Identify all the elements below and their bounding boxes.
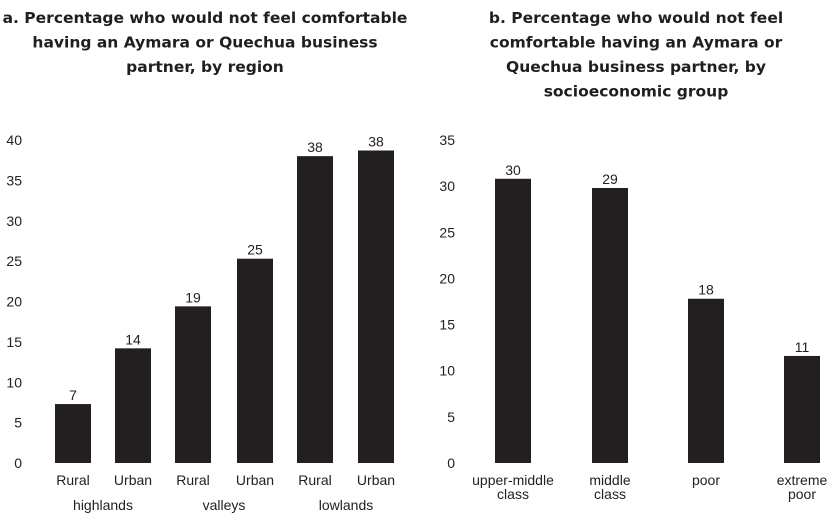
x-group-label: highlands	[73, 497, 133, 513]
chart-title-line: having an Aymara or Quechua business	[32, 34, 377, 52]
y-tick-label: 5	[447, 409, 455, 425]
x-category-label: class	[594, 486, 626, 502]
bar	[358, 150, 394, 463]
bar	[175, 306, 211, 463]
y-tick-label: 20	[6, 294, 22, 310]
y-tick-label: 15	[439, 317, 455, 333]
x-category-label: Urban	[357, 472, 395, 488]
y-tick-label: 25	[439, 224, 455, 240]
data-label: 18	[698, 282, 714, 298]
y-tick-label: 20	[439, 270, 455, 286]
y-tick-label: 5	[14, 415, 22, 431]
data-label: 14	[125, 331, 141, 347]
bar	[688, 298, 724, 463]
data-label: 38	[368, 133, 384, 149]
data-label: 29	[602, 171, 618, 187]
y-tick-label: 0	[14, 455, 22, 471]
data-label: 19	[185, 289, 201, 305]
data-label: 30	[505, 162, 521, 178]
x-category-label: extreme	[777, 472, 828, 488]
panel-a: a. Percentage who would not feel comfort…	[3, 9, 408, 513]
x-category-label: Rural	[298, 472, 331, 488]
x-group-label: valleys	[203, 497, 246, 513]
x-category-label: poor	[788, 486, 816, 502]
x-group-label: lowlands	[319, 497, 373, 513]
y-tick-label: 30	[439, 178, 455, 194]
y-tick-label: 10	[439, 363, 455, 379]
bar	[495, 178, 531, 463]
x-category-label: Urban	[114, 472, 152, 488]
data-label: 7	[69, 387, 77, 403]
chart-title-line: comfortable having an Aymara or	[490, 34, 783, 52]
y-tick-label: 10	[6, 374, 22, 390]
bar	[55, 404, 91, 463]
x-category-label: poor	[692, 472, 720, 488]
chart-title-line: Quechua business partner, by	[506, 58, 766, 76]
bar	[592, 187, 628, 463]
bar	[115, 348, 151, 463]
x-category-label: Urban	[236, 472, 274, 488]
x-category-label: class	[497, 486, 529, 502]
y-tick-label: 35	[439, 132, 455, 148]
data-label: 11	[795, 339, 810, 355]
chart-title-line: partner, by region	[126, 58, 284, 76]
data-label: 38	[307, 139, 323, 155]
chart-title-line: socioeconomic group	[544, 83, 729, 101]
y-tick-label: 15	[6, 334, 22, 350]
bar	[784, 355, 820, 463]
x-category-label: upper-middle	[472, 472, 554, 488]
chart-title-line: a. Percentage who would not feel comfort…	[3, 9, 408, 27]
y-tick-label: 35	[6, 172, 22, 188]
x-category-label: middle	[589, 472, 630, 488]
data-label: 25	[247, 242, 263, 258]
bar	[237, 258, 273, 463]
y-tick-label: 25	[6, 253, 22, 269]
y-tick-label: 30	[6, 213, 22, 229]
chart-title-line: b. Percentage who would not feel	[489, 9, 783, 27]
y-tick-label: 40	[6, 132, 22, 148]
x-category-label: Rural	[56, 472, 89, 488]
bar	[297, 156, 333, 463]
x-category-label: Rural	[176, 472, 209, 488]
y-tick-label: 0	[447, 455, 455, 471]
panel-b: b. Percentage who would not feel comforta…	[439, 9, 827, 502]
